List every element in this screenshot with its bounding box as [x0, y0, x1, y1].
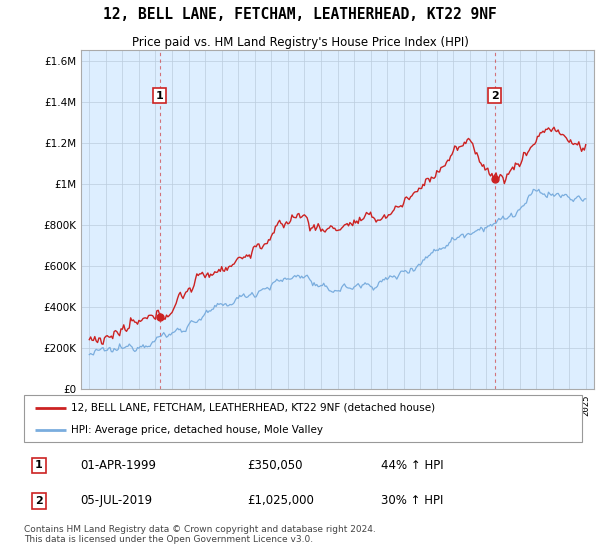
Text: 44% ↑ HPI: 44% ↑ HPI — [381, 459, 444, 472]
Text: 01-APR-1999: 01-APR-1999 — [80, 459, 156, 472]
FancyBboxPatch shape — [24, 395, 582, 442]
Text: £350,050: £350,050 — [247, 459, 303, 472]
Text: 30% ↑ HPI: 30% ↑ HPI — [381, 494, 443, 507]
Text: 1: 1 — [35, 460, 43, 470]
Text: Price paid vs. HM Land Registry's House Price Index (HPI): Price paid vs. HM Land Registry's House … — [131, 36, 469, 49]
Text: HPI: Average price, detached house, Mole Valley: HPI: Average price, detached house, Mole… — [71, 424, 323, 435]
Text: 2: 2 — [491, 91, 499, 101]
Text: 1: 1 — [156, 91, 163, 101]
Text: 05-JUL-2019: 05-JUL-2019 — [80, 494, 152, 507]
Text: 12, BELL LANE, FETCHAM, LEATHERHEAD, KT22 9NF: 12, BELL LANE, FETCHAM, LEATHERHEAD, KT2… — [103, 7, 497, 22]
Text: Contains HM Land Registry data © Crown copyright and database right 2024.
This d: Contains HM Land Registry data © Crown c… — [24, 525, 376, 544]
Text: 2: 2 — [35, 496, 43, 506]
Text: 12, BELL LANE, FETCHAM, LEATHERHEAD, KT22 9NF (detached house): 12, BELL LANE, FETCHAM, LEATHERHEAD, KT2… — [71, 403, 436, 413]
Text: £1,025,000: £1,025,000 — [247, 494, 314, 507]
